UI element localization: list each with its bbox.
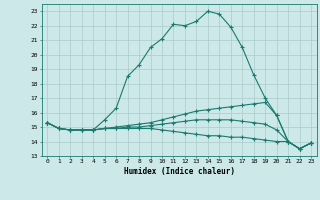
X-axis label: Humidex (Indice chaleur): Humidex (Indice chaleur) — [124, 167, 235, 176]
